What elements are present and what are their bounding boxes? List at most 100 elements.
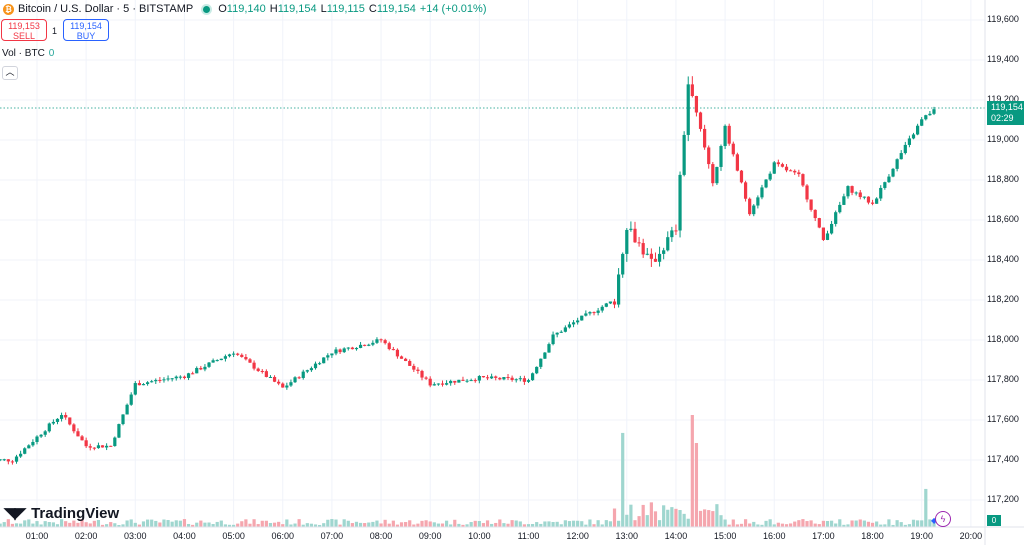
candle-body — [309, 368, 314, 371]
sell-price: 119,153 — [8, 21, 40, 31]
volume-bar — [399, 522, 404, 527]
volume-bar — [514, 520, 518, 527]
candle-body — [727, 125, 731, 144]
volume-bar — [854, 520, 858, 527]
candle-body — [440, 383, 445, 385]
volume-bar — [850, 520, 854, 527]
candle-body — [244, 356, 248, 360]
volume-bar — [35, 521, 39, 527]
candle-body — [551, 334, 555, 345]
time-tick-label: 19:00 — [910, 531, 933, 541]
price-tick-label: 119,200 — [987, 94, 1019, 104]
candle-body — [494, 376, 498, 378]
volume-bar — [129, 519, 133, 527]
candle-body — [846, 186, 850, 197]
candle-body — [600, 306, 604, 311]
market-status-icon[interactable] — [203, 5, 211, 13]
volume-bar — [813, 523, 817, 527]
volume-bar — [731, 519, 735, 527]
buy-button[interactable]: 119,154 BUY — [63, 19, 109, 41]
candle-body — [203, 366, 207, 370]
candle-body — [297, 377, 301, 379]
volume-bar — [297, 519, 301, 527]
candle-body — [678, 174, 682, 231]
volume-bar — [145, 519, 150, 527]
volume-bar — [543, 521, 547, 527]
last-price: 119,154 — [991, 102, 1023, 112]
volume-bar — [272, 522, 277, 527]
candle-body — [629, 228, 633, 230]
volume-bar — [395, 524, 400, 527]
volume-bar — [793, 521, 797, 527]
price-tick-label: 118,400 — [987, 254, 1019, 264]
volume-bar — [719, 515, 723, 527]
volume-bar — [14, 523, 19, 527]
lightning-icon[interactable]: ϟ — [935, 511, 951, 527]
volume-bar — [735, 524, 739, 527]
candle-body — [657, 253, 662, 262]
volume-bar — [133, 522, 137, 527]
candle-body — [715, 166, 719, 184]
volume-bar — [870, 522, 875, 527]
volume-bar — [715, 504, 719, 527]
candle-body — [920, 119, 924, 126]
candle-body — [371, 342, 375, 345]
candle-body — [170, 378, 174, 380]
candle-body — [391, 349, 395, 351]
candle-body — [756, 197, 760, 206]
time-tick-label: 16:00 — [762, 531, 786, 541]
volume-bar — [326, 519, 330, 527]
volume-legend[interactable]: Vol · BTC 0 — [2, 48, 54, 59]
volume-tag: 0 — [987, 515, 1001, 526]
candle-body — [363, 344, 367, 346]
tradingview-logo[interactable]: ◥◤ TradingView — [4, 504, 119, 523]
candle-body — [354, 347, 359, 350]
time-tick-label: 12:00 — [566, 531, 589, 541]
candle-body — [334, 349, 338, 354]
candle-body — [223, 356, 228, 359]
volume-bar — [887, 519, 891, 527]
candle-body — [350, 347, 354, 350]
candle-body — [186, 373, 191, 378]
volume-bar — [641, 504, 645, 527]
candle-body — [584, 313, 588, 316]
volume-bar — [551, 521, 555, 527]
candle-body — [662, 250, 666, 254]
volume-bar — [64, 521, 68, 527]
volume-bar — [829, 520, 834, 527]
volume-bar — [469, 522, 473, 527]
volume-bar — [285, 519, 289, 527]
volume-bar — [92, 520, 96, 527]
volume-bar — [555, 521, 559, 527]
bar-countdown: 02:29 — [991, 113, 1014, 123]
candle-body — [825, 233, 830, 240]
volume-bar — [227, 524, 232, 527]
price-tick-label: 117,800 — [987, 374, 1019, 384]
candle-body — [735, 154, 739, 171]
candle-body — [854, 192, 858, 194]
candle-body — [404, 358, 408, 362]
volume-bar — [383, 519, 387, 527]
candle-body — [621, 253, 625, 275]
candle-body — [23, 448, 27, 454]
volume-bar — [629, 504, 633, 527]
volume-bar — [764, 520, 768, 527]
candle-body — [637, 242, 641, 244]
volume-bar — [68, 522, 72, 527]
volume-bar — [424, 520, 428, 527]
volume-bar — [23, 520, 27, 527]
volume-bar — [768, 519, 772, 527]
volume-bar — [805, 521, 809, 527]
sell-button[interactable]: 119,153 SELL — [1, 19, 47, 41]
price-tick-label: 119,600 — [987, 14, 1019, 24]
candle-body — [858, 192, 862, 198]
candle-body — [227, 354, 232, 357]
candle-body — [383, 340, 387, 344]
price-tick-label: 118,000 — [987, 334, 1019, 344]
collapse-chevron-icon[interactable]: ︿ — [2, 66, 18, 80]
chart-grid — [0, 0, 985, 527]
candle-body — [928, 113, 932, 116]
candle-body — [338, 349, 342, 353]
symbol-title[interactable]: Bitcoin / U.S. Dollar · 5 · BITSTAMP — [18, 3, 194, 15]
